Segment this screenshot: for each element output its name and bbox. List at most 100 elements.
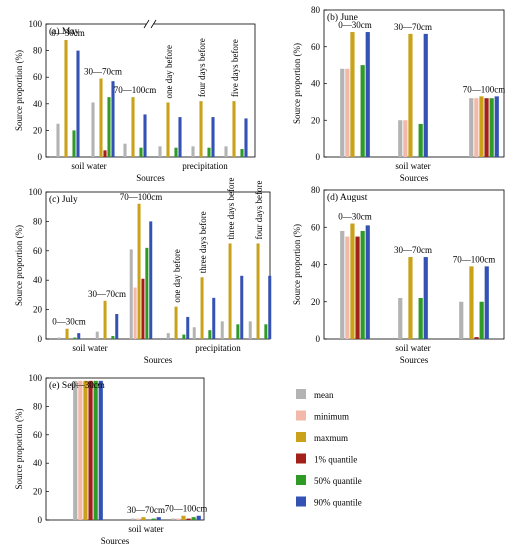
group-label: soil water bbox=[128, 524, 163, 534]
bar-1-quantile bbox=[88, 380, 93, 520]
y-tick-label: 40 bbox=[311, 260, 321, 270]
category-label: 30—70cm bbox=[394, 245, 432, 255]
category-label: 70—100cm bbox=[114, 85, 157, 95]
legend-swatch bbox=[296, 475, 306, 485]
y-tick-label: 100 bbox=[29, 373, 43, 383]
legend-swatch bbox=[296, 496, 306, 507]
bar-90-quantile bbox=[423, 33, 428, 158]
category-label: 70—100cm bbox=[463, 84, 506, 94]
bar-maxmum bbox=[408, 33, 413, 158]
category-label: one day before bbox=[172, 249, 182, 302]
bar-maxmum bbox=[99, 78, 103, 157]
y-tick-label: 20 bbox=[33, 305, 43, 315]
bar-maxmum bbox=[232, 101, 236, 157]
bar-mean bbox=[158, 146, 162, 157]
panel-title: (d) August bbox=[327, 192, 368, 203]
y-axis-label: Source proportion (%) bbox=[14, 50, 24, 131]
bar-maxmum bbox=[469, 266, 474, 339]
bar-50-quantile bbox=[107, 97, 111, 157]
bar-50-quantile bbox=[72, 130, 76, 157]
y-tick-label: 60 bbox=[311, 222, 321, 232]
category-label: four days before bbox=[197, 38, 207, 97]
bar-1-quantile bbox=[141, 278, 145, 339]
bar-90-quantile bbox=[484, 266, 489, 339]
legend-label: 1% quantile bbox=[314, 455, 357, 465]
x-axis-label: Sources bbox=[136, 173, 165, 183]
bar-1-quantile bbox=[484, 98, 489, 157]
bar-90-quantile bbox=[149, 221, 153, 339]
bar-mean bbox=[191, 146, 195, 157]
bar-maxmum bbox=[65, 328, 69, 339]
bar-50-quantile bbox=[111, 336, 115, 339]
bar-50-quantile bbox=[418, 298, 423, 339]
bar-90-quantile bbox=[156, 517, 161, 520]
bar-mean bbox=[131, 518, 136, 520]
y-tick-label: 40 bbox=[33, 275, 43, 285]
legend-label: mean bbox=[314, 390, 334, 400]
bar-mean bbox=[73, 380, 78, 520]
bar-50-quantile bbox=[139, 147, 143, 157]
bar-mean bbox=[398, 120, 403, 157]
bar-50-quantile bbox=[191, 517, 196, 520]
bar-1-quantile bbox=[186, 518, 191, 520]
category-label: five days before bbox=[230, 39, 240, 97]
panel-may: 0 20 40 60 80 100 (a) May Source proportion (%)… bbox=[14, 19, 256, 183]
bar-mean bbox=[248, 321, 252, 339]
bar-maxmum bbox=[256, 243, 260, 339]
bar-90-quantile bbox=[423, 257, 428, 339]
bar-mean bbox=[398, 298, 403, 339]
category-label: 70—100cm bbox=[165, 504, 208, 514]
bar-50-quantile bbox=[489, 98, 494, 157]
bar-minimum bbox=[345, 236, 350, 339]
y-tick-label: 0 bbox=[316, 152, 321, 162]
bar-90-quantile bbox=[178, 117, 182, 157]
y-tick-label: 20 bbox=[311, 115, 321, 125]
bar-50-quantile bbox=[73, 337, 77, 339]
bar-50-quantile bbox=[236, 324, 240, 339]
bar-minimum bbox=[78, 380, 83, 520]
bar-mean bbox=[57, 337, 61, 339]
bar-50-quantile bbox=[145, 247, 149, 339]
axis-break-mark bbox=[143, 19, 150, 29]
bar-50-quantile bbox=[208, 330, 212, 339]
y-axis-label: Source proportion (%) bbox=[292, 224, 302, 305]
bar-mean bbox=[192, 327, 196, 339]
y-axis-label: Source proportion (%) bbox=[292, 43, 302, 124]
bar-90-quantile bbox=[143, 114, 147, 157]
y-tick-label: 40 bbox=[311, 79, 321, 89]
bar-minimum bbox=[133, 287, 137, 339]
bar-mean bbox=[171, 518, 176, 520]
x-axis-label: Sources bbox=[101, 536, 130, 546]
bar-mean bbox=[91, 102, 95, 157]
bar-90-quantile bbox=[365, 32, 370, 157]
legend-swatch bbox=[296, 410, 306, 421]
bar-maxmum bbox=[350, 223, 355, 339]
bar-50-quantile bbox=[418, 123, 423, 157]
bar-90-quantile bbox=[115, 314, 119, 339]
category-label: one day before bbox=[164, 45, 174, 98]
x-axis-label: Sources bbox=[144, 355, 173, 365]
bar-minimum bbox=[176, 518, 181, 520]
bar-mean bbox=[459, 301, 464, 339]
bar-50-quantile bbox=[207, 147, 211, 157]
bar-mean bbox=[56, 123, 60, 157]
bar-maxmum bbox=[408, 257, 413, 339]
bar-maxmum bbox=[350, 32, 355, 157]
bar-maxmum bbox=[479, 96, 484, 157]
category-label: 0—30cm bbox=[338, 20, 372, 30]
group-label: soil water bbox=[72, 343, 107, 353]
bar-minimum bbox=[474, 98, 479, 157]
bar-90-quantile bbox=[196, 515, 201, 520]
category-label: 0—30cm bbox=[52, 317, 86, 327]
bar-mean bbox=[123, 143, 127, 157]
x-axis-label: Sources bbox=[400, 173, 429, 183]
bar-90-quantile bbox=[212, 297, 216, 339]
y-tick-label: 100 bbox=[29, 19, 43, 29]
bar-50-quantile bbox=[479, 301, 484, 339]
category-label: 0—30cm bbox=[51, 28, 85, 38]
axis-break-gap bbox=[146, 21, 154, 27]
y-axis-label: Source proportion (%) bbox=[14, 409, 24, 490]
category-label: 30—70cm bbox=[88, 289, 126, 299]
bar-minimum bbox=[345, 68, 350, 157]
